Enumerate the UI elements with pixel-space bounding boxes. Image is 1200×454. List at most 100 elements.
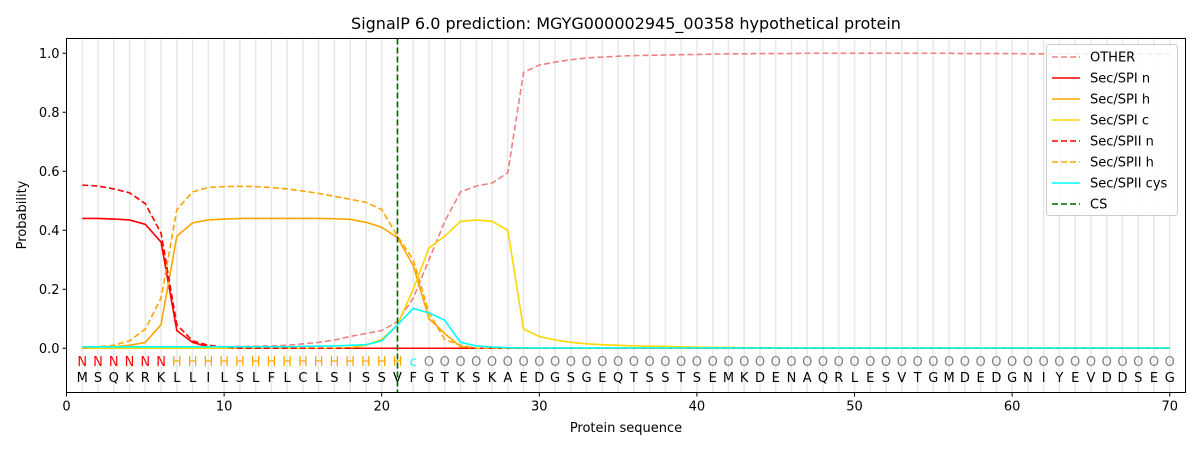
region-label: H [172,355,182,370]
region-label: O [424,355,434,370]
region-label: O [487,355,497,370]
series-line-sec-spii-cys [82,307,1170,349]
region-label: O [692,355,702,370]
region-label: H [251,355,261,370]
region-label: O [708,355,718,370]
region-label: O [912,355,922,370]
region-label: O [629,355,639,370]
legend-label: OTHER [1090,51,1135,66]
legend-label: Sec/SPII h [1090,156,1154,171]
region-label: H [282,355,292,370]
region-label: O [550,355,560,370]
y-axis-label: Probability [15,180,30,249]
region-label: O [834,355,844,370]
region-label: O [1165,355,1175,370]
region-label: O [865,355,875,370]
region-label: H [314,355,324,370]
region-label: O [1117,355,1127,370]
region-label: O [1007,355,1017,370]
region-label: N [156,355,166,370]
residue-sequence: MSQKRKLLILSLFLCLSISSVFGTKSKAEDGSGEQTSSTS… [77,371,1175,386]
y-tick-label: 0.2 [39,283,60,298]
x-tick-label: 40 [689,400,706,415]
region-label: O [660,355,670,370]
region-label: O [1039,355,1049,370]
x-tick-label: 10 [216,400,233,415]
series-line-sec-spi-c [82,219,1170,350]
region-label: O [755,355,765,370]
x-tick-label: 50 [846,400,863,415]
legend-label: Sec/SPII cys [1090,177,1168,192]
region-label: O [944,355,954,370]
region-label: O [676,355,686,370]
region-label: O [471,355,481,370]
region-label: O [786,355,796,370]
region-label: O [818,355,828,370]
region-label: H [219,355,229,370]
region-label: H [188,355,198,370]
region-label: H [330,355,340,370]
region-label: O [960,355,970,370]
legend-label: Sec/SPII n [1090,135,1154,150]
region-label: O [849,355,859,370]
region-label: O [928,355,938,370]
y-tick-label: 0.4 [39,224,60,239]
region-label: O [1070,355,1080,370]
region-label: O [597,355,607,370]
x-tick-label: 0 [62,400,70,415]
region-label: O [645,355,655,370]
series-line-sec-spi-h [82,217,1170,350]
region-label: O [975,355,985,370]
plot-frame [66,38,1186,393]
region-label: O [897,355,907,370]
region-label: N [125,355,135,370]
region-label: H [361,355,371,370]
region-label: H [298,355,308,370]
region-label: O [739,355,749,370]
region-label: H [203,355,213,370]
region-label: H [377,355,387,370]
series-line-sec-spii-n [82,184,1170,350]
legend-label: Sec/SPI c [1090,114,1149,129]
region-label: O [1054,355,1064,370]
region-label: H [266,355,276,370]
region-label: O [1149,355,1159,370]
x-tick-label: 30 [531,400,548,415]
region-label: O [1102,355,1112,370]
legend-box [1046,44,1178,216]
region-label: O [881,355,891,370]
region-label: O [771,355,781,370]
region-label: O [581,355,591,370]
x-tick-label: 70 [1161,400,1178,415]
region-label: O [518,355,528,370]
region-label: O [440,355,450,370]
region-label: N [109,355,119,370]
region-label: O [1086,355,1096,370]
x-tick-label: 20 [373,400,390,415]
region-label: N [93,355,103,370]
region-label: O [534,355,544,370]
region-label: H [345,355,355,370]
region-label: O [566,355,576,370]
y-tick-label: 1.0 [39,47,60,62]
region-label: O [802,355,812,370]
series-line-sec-spi-n [82,217,1170,350]
series-line-other [82,52,1170,350]
region-label: H [235,355,245,370]
region-label: O [503,355,513,370]
region-label: O [455,355,465,370]
region-label: O [1133,355,1143,370]
legend-label: Sec/SPI n [1090,72,1150,87]
region-label: O [991,355,1001,370]
chart-title: SignalP 6.0 prediction: MGYG000002945_00… [351,14,901,34]
y-tick-label: 0.8 [39,106,60,121]
legend-label: CS [1090,198,1107,213]
region-label: N [140,355,150,370]
legend-label: Sec/SPI h [1090,93,1150,108]
series-line-sec-spii-h [82,185,1170,350]
region-label: c [410,355,417,370]
x-tick-label: 60 [1004,400,1021,415]
region-label: N [77,355,87,370]
